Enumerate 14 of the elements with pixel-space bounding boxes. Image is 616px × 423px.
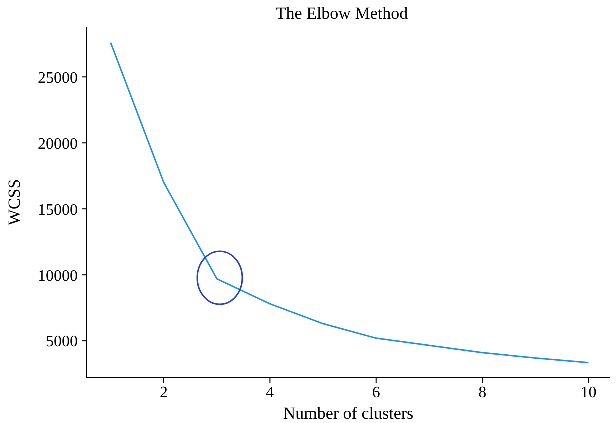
- line-series: [110, 42, 590, 364]
- y-axis-title: WCSS: [5, 179, 24, 226]
- y-tick-label: 5000: [46, 334, 78, 351]
- x-tick-label: 2: [160, 384, 168, 402]
- x-axis-title: Number of clusters: [283, 404, 414, 423]
- x-tick-label: 10: [580, 384, 597, 402]
- x-tick-label: 8: [478, 384, 487, 402]
- x-tick-label: 4: [266, 384, 274, 402]
- y-tick-label: 25000: [38, 70, 78, 87]
- y-tick-label: 10000: [38, 268, 78, 285]
- y-tick-label: 20000: [38, 136, 78, 153]
- x-tick-label: 6: [372, 384, 380, 402]
- chart-title: The Elbow Method: [274, 4, 410, 24]
- y-tick-label: 15000: [38, 202, 78, 219]
